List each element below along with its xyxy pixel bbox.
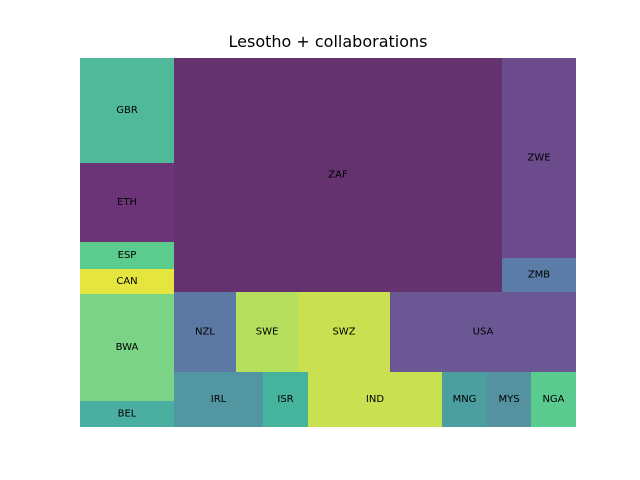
- treemap-cell-mng: [442, 372, 487, 427]
- treemap-cell-zmb: [502, 258, 576, 292]
- treemap-label-can: CAN: [116, 276, 137, 287]
- treemap-label-bwa: BWA: [116, 342, 139, 353]
- treemap-cell-eth: [80, 163, 174, 242]
- treemap-label-zmb: ZMB: [528, 270, 550, 281]
- treemap-label-nga: NGA: [542, 394, 564, 405]
- treemap-cell-irl: [174, 372, 263, 427]
- treemap-label-irl: IRL: [211, 394, 227, 405]
- treemap-cell-isr: [263, 372, 308, 427]
- treemap-label-swe: SWE: [256, 327, 279, 338]
- treemap-cell-mys: [487, 372, 531, 427]
- treemap-label-esp: ESP: [118, 250, 137, 261]
- treemap-cell-can: [80, 269, 174, 294]
- treemap-label-isr: ISR: [277, 394, 293, 405]
- treemap-cell-nga: [531, 372, 576, 427]
- treemap-label-zwe: ZWE: [527, 153, 550, 164]
- treemap-label-swz: SWZ: [332, 327, 355, 338]
- treemap-label-eth: ETH: [117, 197, 137, 208]
- treemap-cell-esp: [80, 242, 174, 269]
- treemap-label-mng: MNG: [453, 394, 477, 405]
- chart-title: Lesotho + collaborations: [228, 32, 428, 51]
- treemap-cell-swz: [298, 292, 390, 372]
- treemap-cell-swe: [236, 292, 298, 372]
- treemap-cell-ind: [308, 372, 442, 427]
- treemap-label-nzl: NZL: [195, 327, 215, 338]
- treemap-cell-zwe: [502, 58, 576, 258]
- treemap-label-mys: MYS: [498, 394, 519, 405]
- treemap-cell-zaf: [174, 58, 502, 292]
- treemap-cell-bel: [80, 401, 174, 427]
- treemap-label-ind: IND: [366, 394, 384, 405]
- treemap-label-gbr: GBR: [116, 105, 138, 116]
- treemap-cell-usa: [390, 292, 576, 372]
- treemap-cell-bwa: [80, 294, 174, 401]
- treemap-cell-gbr: [80, 58, 174, 163]
- treemap-cells: GBR ETH ESP CAN BWA BEL ZAF ZWE ZMB NZL SWE SWZ USA I…: [80, 58, 576, 427]
- treemap-label-bel: BEL: [118, 409, 137, 420]
- treemap-cell-nzl: [174, 292, 236, 372]
- treemap-label-zaf: ZAF: [328, 170, 348, 181]
- treemap-label-usa: USA: [473, 327, 494, 338]
